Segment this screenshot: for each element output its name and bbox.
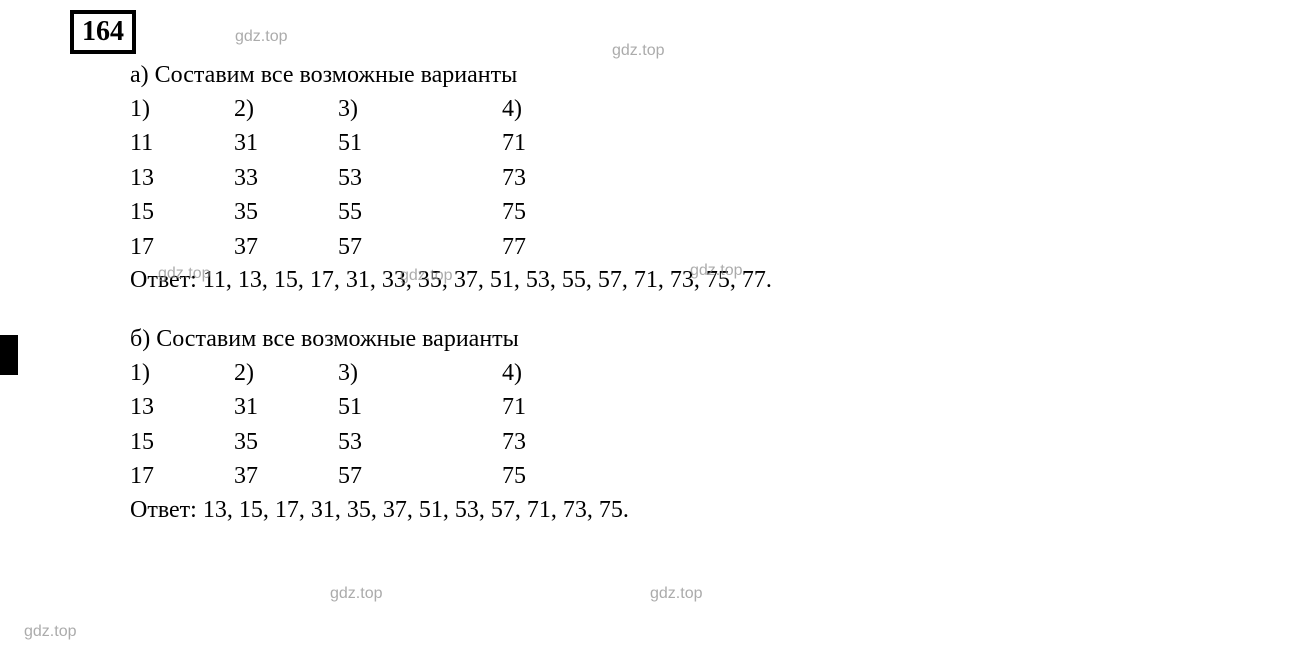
part-a-label: а) Составим все возможные варианты <box>130 62 1296 89</box>
part-b-col-4: 4) 71 73 75 <box>502 357 526 493</box>
cell: 51 <box>338 127 362 159</box>
part-b-col-3: 3) 51 53 57 <box>338 357 362 493</box>
watermark: gdz.top <box>158 265 210 283</box>
cell: 57 <box>338 231 362 263</box>
cell: 71 <box>502 391 526 423</box>
col-header: 2) <box>234 93 258 125</box>
part-b-col-2: 2) 31 35 37 <box>234 357 258 493</box>
watermark: gdz.top <box>330 585 382 603</box>
cell: 73 <box>502 162 526 194</box>
cell: 17 <box>130 231 154 263</box>
col-header: 3) <box>338 93 362 125</box>
cell: 31 <box>234 127 258 159</box>
cell: 35 <box>234 196 258 228</box>
col-header: 4) <box>502 93 526 125</box>
watermark: gdz.top <box>612 42 664 60</box>
part-a-table: 1) 11 13 15 17 2) 31 33 35 37 3) 51 53 5… <box>130 93 1296 263</box>
cell: 53 <box>338 426 362 458</box>
part-b-label: б) Составим все возможные варианты <box>130 326 1296 353</box>
watermark: gdz.top <box>650 585 702 603</box>
part-b-table: 1) 13 15 17 2) 31 35 37 3) 51 53 57 4) 7… <box>130 357 1296 493</box>
cell: 77 <box>502 231 526 263</box>
col-header: 2) <box>234 357 258 389</box>
cell: 75 <box>502 196 526 228</box>
cell: 15 <box>130 426 154 458</box>
cell: 17 <box>130 460 154 492</box>
part-a-col-1: 1) 11 13 15 17 <box>130 93 154 263</box>
watermark: gdz.top <box>24 623 76 641</box>
col-header: 1) <box>130 93 154 125</box>
watermark: gdz.top <box>400 267 452 285</box>
cell: 71 <box>502 127 526 159</box>
cell: 31 <box>234 391 258 423</box>
cell: 37 <box>234 231 258 263</box>
col-header: 4) <box>502 357 526 389</box>
cell: 53 <box>338 162 362 194</box>
part-a-col-4: 4) 71 73 75 77 <box>502 93 526 263</box>
cell: 33 <box>234 162 258 194</box>
watermark: gdz.top <box>690 262 742 280</box>
cell: 11 <box>130 127 154 159</box>
cell: 13 <box>130 162 154 194</box>
part-a-col-2: 2) 31 33 35 37 <box>234 93 258 263</box>
problem-number-box: 164 <box>70 10 136 54</box>
content-area: а) Составим все возможные варианты 1) 11… <box>130 62 1296 524</box>
cell: 57 <box>338 460 362 492</box>
cell: 55 <box>338 196 362 228</box>
cell: 51 <box>338 391 362 423</box>
part-b-section: б) Составим все возможные варианты 1) 13… <box>130 326 1296 524</box>
cell: 37 <box>234 460 258 492</box>
part-a-col-3: 3) 51 53 55 57 <box>338 93 362 263</box>
col-header: 1) <box>130 357 154 389</box>
cell: 35 <box>234 426 258 458</box>
cell: 13 <box>130 391 154 423</box>
part-a-section: а) Составим все возможные варианты 1) 11… <box>130 62 1296 294</box>
problem-number: 164 <box>82 16 124 47</box>
col-header: 3) <box>338 357 362 389</box>
watermark: gdz.top <box>235 28 287 46</box>
cell: 73 <box>502 426 526 458</box>
cell: 15 <box>130 196 154 228</box>
side-black-bar <box>0 335 18 375</box>
part-b-answer: Ответ: 13, 15, 17, 31, 35, 37, 51, 53, 5… <box>130 497 1296 524</box>
cell: 75 <box>502 460 526 492</box>
part-b-col-1: 1) 13 15 17 <box>130 357 154 493</box>
